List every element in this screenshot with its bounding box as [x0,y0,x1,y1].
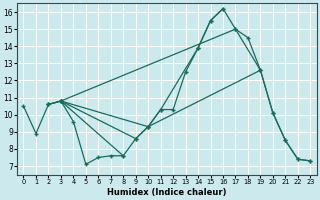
X-axis label: Humidex (Indice chaleur): Humidex (Indice chaleur) [107,188,227,197]
